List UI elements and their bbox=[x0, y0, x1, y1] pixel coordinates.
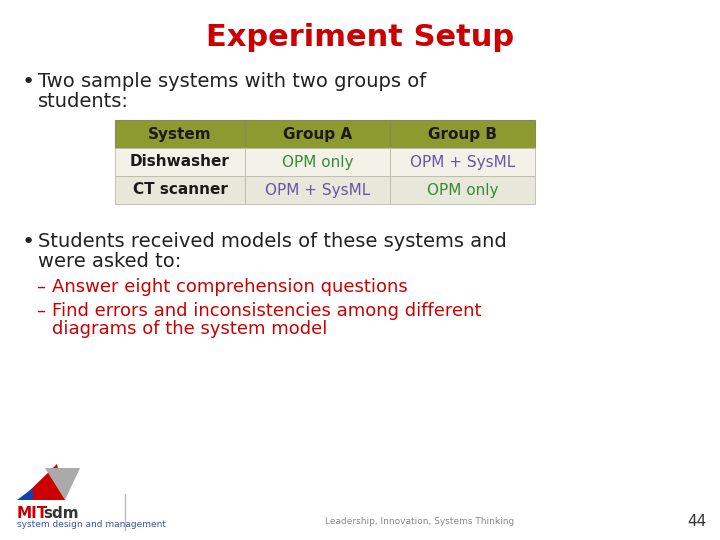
Bar bbox=[390, 176, 535, 204]
Polygon shape bbox=[45, 468, 80, 500]
Text: OPM + SysML: OPM + SysML bbox=[410, 154, 515, 170]
Bar bbox=[245, 148, 390, 176]
Text: OPM only: OPM only bbox=[282, 154, 354, 170]
Text: •: • bbox=[22, 232, 35, 252]
Text: Students received models of these systems and: Students received models of these system… bbox=[38, 232, 507, 251]
Text: diagrams of the system model: diagrams of the system model bbox=[52, 320, 328, 338]
Text: system design and management: system design and management bbox=[17, 520, 166, 529]
Text: OPM + SysML: OPM + SysML bbox=[265, 183, 370, 198]
Text: 44: 44 bbox=[687, 515, 706, 530]
Text: Leadership, Innovation, Systems Thinking: Leadership, Innovation, Systems Thinking bbox=[325, 517, 515, 526]
Text: sdm: sdm bbox=[43, 506, 78, 521]
Bar bbox=[115, 148, 245, 176]
Text: Find errors and inconsistencies among different: Find errors and inconsistencies among di… bbox=[52, 302, 482, 320]
Text: Group A: Group A bbox=[283, 126, 352, 141]
Text: –: – bbox=[36, 302, 45, 320]
Bar bbox=[115, 120, 245, 148]
Text: Two sample systems with two groups of: Two sample systems with two groups of bbox=[38, 72, 426, 91]
Bar bbox=[245, 176, 390, 204]
Text: System: System bbox=[148, 126, 212, 141]
Text: •: • bbox=[22, 72, 35, 92]
Bar bbox=[115, 176, 245, 204]
Polygon shape bbox=[17, 488, 33, 500]
Text: MIT: MIT bbox=[17, 506, 48, 521]
Text: were asked to:: were asked to: bbox=[38, 252, 181, 271]
Text: Dishwasher: Dishwasher bbox=[130, 154, 230, 170]
Text: Experiment Setup: Experiment Setup bbox=[206, 24, 514, 52]
Bar bbox=[390, 120, 535, 148]
Text: –: – bbox=[36, 278, 45, 296]
Polygon shape bbox=[20, 464, 65, 500]
Text: Group B: Group B bbox=[428, 126, 497, 141]
Bar bbox=[390, 148, 535, 176]
Text: CT scanner: CT scanner bbox=[132, 183, 228, 198]
Text: Answer eight comprehension questions: Answer eight comprehension questions bbox=[52, 278, 408, 296]
Bar bbox=[245, 120, 390, 148]
Text: OPM only: OPM only bbox=[427, 183, 498, 198]
Text: students:: students: bbox=[38, 92, 129, 111]
